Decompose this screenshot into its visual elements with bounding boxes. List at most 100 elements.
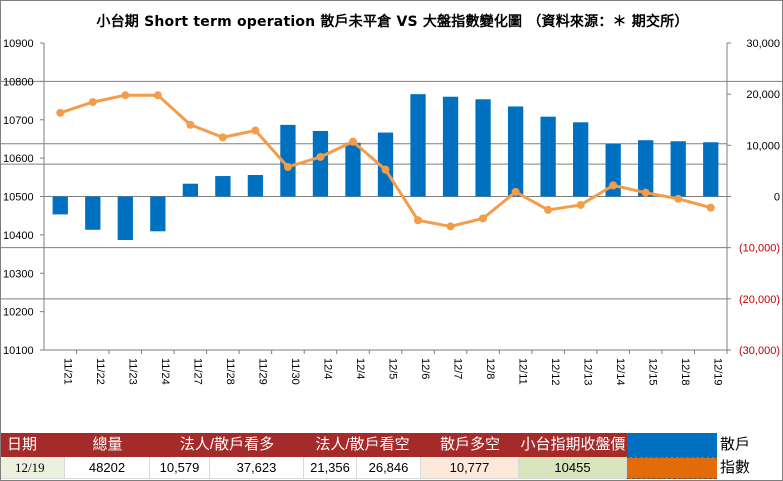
x-tick-label: 11/30 (289, 358, 301, 385)
x-tick-label: 12/5 (387, 358, 399, 379)
header-short: 法人/散戶看空 (304, 433, 421, 457)
right-tick-label: 0 (774, 192, 780, 204)
bar (215, 176, 231, 197)
left-tick-label: 10700 (3, 115, 34, 127)
index-point (153, 91, 162, 100)
legend-swatch-index (627, 457, 717, 479)
combo-chart: 10100 10200 10300 10400 10500 10600 10700 10800… (1, 38, 782, 386)
x-tick-label: 12/8 (484, 358, 496, 379)
left-tick-label: 10100 (3, 345, 34, 357)
x-tick-label: 12/12 (549, 358, 561, 386)
x-tick-label: 12/19 (712, 358, 724, 386)
cell-date: 12/19 (1, 457, 65, 479)
index-point (283, 162, 292, 171)
index-point (56, 108, 65, 117)
x-tick-label: 12/4 (354, 358, 366, 379)
left-tick-label: 10300 (3, 268, 34, 280)
x-tick-label: 12/11 (517, 358, 529, 385)
bar (280, 124, 296, 197)
bar (507, 106, 524, 197)
bar (410, 94, 426, 197)
index-point (414, 216, 423, 225)
bar (345, 142, 361, 197)
bar (312, 131, 329, 197)
left-tick-label: 10600 (3, 153, 34, 165)
x-tick-label: 11/28 (224, 358, 236, 385)
index-point (251, 126, 260, 135)
index-point (218, 133, 227, 142)
right-tick-label: 20,000 (746, 89, 780, 101)
legend-label-index: 指數 (720, 459, 751, 476)
left-tick-label: 10900 (3, 38, 34, 50)
right-tick-label: (20,000) (739, 294, 780, 306)
x-tick-label: 12/14 (614, 358, 626, 386)
summary-table: 日期 總量 法人/散戶看多 法人/散戶看空 散戶多空 小台指期收盤價 12/19… (1, 408, 782, 480)
index-point (544, 205, 553, 214)
cell-volume: 48202 (65, 457, 150, 479)
x-tick-label: 12/18 (679, 358, 691, 386)
x-tick-label: 12/4 (321, 358, 333, 379)
right-tick-label: (30,000) (739, 345, 780, 357)
legend-label-retail: 散戶 (720, 436, 751, 453)
bar (442, 96, 459, 197)
x-tick-label: 11/27 (191, 358, 203, 385)
bar (572, 122, 589, 197)
index-point (641, 188, 650, 197)
bar (182, 183, 199, 197)
bar (247, 175, 264, 197)
header-long: 法人/散戶看多 (150, 433, 304, 457)
index-point (479, 214, 488, 223)
index-point (186, 120, 195, 129)
x-tick-label: 12/15 (647, 358, 659, 386)
bar (52, 196, 68, 215)
x-tick-label: 12/13 (582, 358, 594, 386)
index-point (511, 187, 520, 196)
bar (670, 141, 686, 197)
x-tick-label: 12/7 (452, 358, 464, 379)
x-tick-label: 11/22 (94, 358, 106, 385)
header-volume: 總量 (65, 433, 150, 457)
header-retail-net: 散戶多空 (421, 433, 519, 457)
bar (377, 132, 394, 197)
cell-long-retail: 37,623 (210, 457, 304, 479)
header-close: 小台指期收盤價 (519, 433, 627, 457)
right-tick-label: 10,000 (746, 140, 780, 152)
left-tick-label: 10800 (3, 76, 34, 88)
index-point (674, 194, 683, 203)
header-date: 日期 (1, 433, 65, 457)
bar (117, 196, 133, 240)
index-point (609, 181, 618, 190)
right-tick-label: (10,000) (739, 243, 780, 255)
index-point (121, 91, 130, 100)
left-tick-label: 10400 (3, 230, 34, 242)
bar (540, 116, 556, 197)
index-point (88, 98, 97, 107)
legend-swatch-retail (627, 433, 717, 457)
x-tick-label: 11/29 (256, 358, 268, 385)
chart-title: 小台期 Short term operation 散戶未平倉 VS 大盤指數變化… (96, 14, 689, 30)
bar (703, 142, 719, 197)
x-tick-label: 11/24 (159, 358, 171, 385)
right-tick-label: 30,000 (746, 38, 780, 50)
x-tick-label: 11/21 (61, 358, 73, 385)
bar (605, 143, 621, 197)
bar-series (52, 94, 719, 240)
bar (475, 99, 491, 197)
x-tick-label: 11/23 (126, 358, 138, 385)
index-point (348, 137, 357, 146)
bar (85, 196, 101, 230)
left-tick-label: 10500 (3, 192, 34, 204)
cell-short-inst: 21,356 (304, 457, 357, 479)
index-point (381, 165, 390, 174)
line-series (56, 91, 715, 231)
bar (150, 196, 166, 232)
bar (638, 140, 654, 197)
x-tick-label: 12/6 (419, 358, 431, 379)
cell-retail-net: 10,777 (421, 457, 519, 479)
cell-short-retail: 26,846 (357, 457, 421, 479)
left-tick-label: 10200 (3, 307, 34, 319)
index-point (446, 222, 455, 231)
index-point (706, 203, 715, 212)
index-point (316, 152, 325, 161)
